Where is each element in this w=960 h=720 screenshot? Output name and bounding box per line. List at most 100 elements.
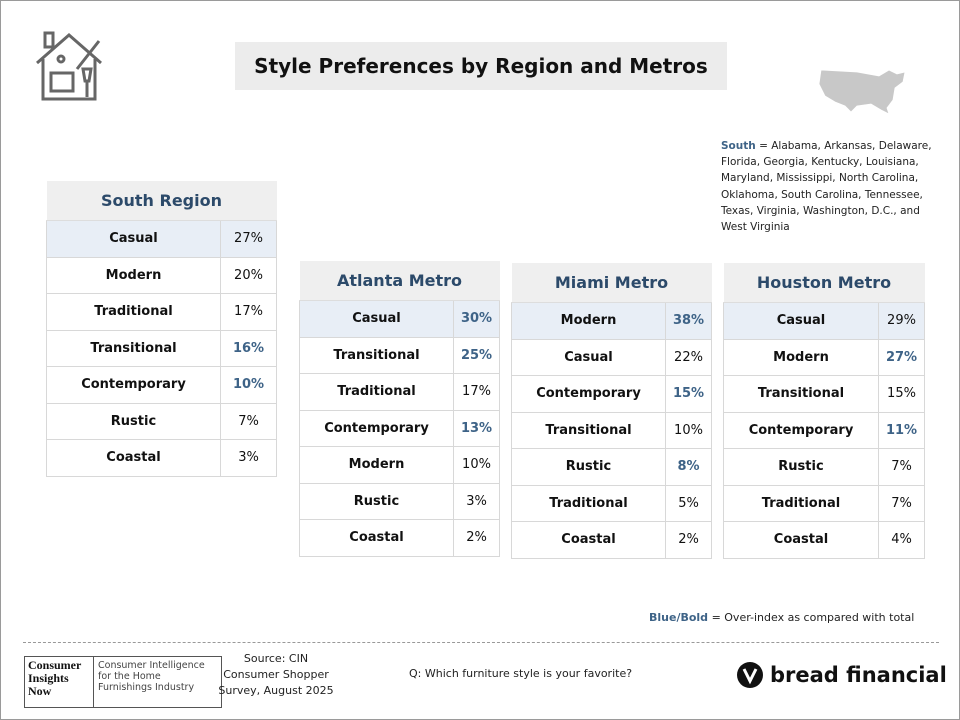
legend: Blue/Bold = Over-index as compared with … [649, 611, 914, 624]
region-note: South = Alabama, Arkansas, Delaware, Flo… [721, 138, 939, 235]
table-row: Modern 10% [299, 446, 500, 484]
table-title: Miami Metro [511, 263, 712, 303]
table-row: Traditional 17% [299, 373, 500, 411]
table-row: Casual 22% [511, 338, 712, 376]
table-title: South Region [46, 181, 277, 221]
style-share: 27% [878, 338, 925, 376]
style-name: Transitional [299, 336, 454, 374]
style-name: Contemporary [46, 366, 221, 404]
style-name: Modern [299, 446, 454, 484]
style-share: 7% [878, 448, 925, 486]
table-row: Rustic 7% [723, 448, 925, 486]
style-share: 30% [453, 300, 500, 338]
style-name: Contemporary [723, 411, 879, 449]
table-row: Transitional 15% [723, 375, 925, 413]
table-row: Modern 27% [723, 338, 925, 376]
source-line: Survey, August 2025 [218, 684, 334, 697]
style-name: Traditional [299, 373, 454, 411]
table-title: Houston Metro [723, 263, 925, 303]
table-row: Transitional 16% [46, 329, 277, 367]
note-term: South [721, 140, 756, 152]
divider [23, 642, 939, 643]
brand-mark [737, 662, 763, 688]
style-share: 13% [453, 409, 500, 447]
style-share: 15% [878, 375, 925, 413]
cin-tagline: Consumer Intelligence for the Home Furni… [93, 657, 221, 707]
table-row: Transitional 10% [511, 411, 712, 449]
style-share: 25% [453, 336, 500, 374]
style-share: 11% [878, 411, 925, 449]
style-share: 4% [878, 521, 925, 559]
style-table: Atlanta Metro Casual 30% Transitional 25% Tra… [299, 261, 500, 557]
style-share: 17% [453, 373, 500, 411]
table-row: Traditional 7% [723, 484, 925, 522]
table-row: Rustic 7% [46, 402, 277, 440]
style-share: 3% [220, 439, 277, 477]
style-name: Casual [299, 300, 454, 338]
style-share: 15% [665, 375, 712, 413]
style-share: 5% [665, 484, 712, 522]
table-row: Casual 29% [723, 302, 925, 340]
table-row: Rustic 8% [511, 448, 712, 486]
cin-logo: Consumer Insights Now Consumer Intelligen… [24, 656, 222, 708]
style-name: Modern [511, 302, 666, 340]
header-row: Miami Metro [511, 263, 712, 303]
style-name: Casual [723, 302, 879, 340]
style-share: 20% [220, 256, 277, 294]
table-row: Casual 27% [46, 220, 277, 258]
style-share: 22% [665, 338, 712, 376]
table-row: Coastal 4% [723, 521, 925, 559]
style-share: 7% [220, 402, 277, 440]
style-share: 10% [665, 411, 712, 449]
table-row: Coastal 2% [511, 521, 712, 559]
style-name: Contemporary [511, 375, 666, 413]
table-row: Coastal 3% [46, 439, 277, 477]
legend-term: Blue/Bold [649, 611, 709, 624]
table-row: Modern 38% [511, 302, 712, 340]
table-row: Contemporary 15% [511, 375, 712, 413]
us-map [818, 69, 906, 115]
source-line: Source: CIN [243, 652, 309, 665]
source-line: Consumer Shopper [223, 668, 329, 681]
style-name: Traditional [723, 484, 879, 522]
style-share: 38% [665, 302, 712, 340]
style-share: 29% [878, 302, 925, 340]
style-name: Transitional [511, 411, 666, 449]
style-share: 3% [453, 482, 500, 520]
question: Q: Which furniture style is your favorit… [409, 667, 633, 680]
style-share: 2% [665, 521, 712, 559]
table-row: Rustic 3% [299, 482, 500, 520]
source: Source: CIN Consumer Shopper Survey, Augus… [211, 651, 341, 699]
style-name: Transitional [46, 329, 221, 367]
style-table: Miami Metro Modern 38% Casual 22% Contemporar… [511, 263, 712, 559]
table-row: Traditional 5% [511, 484, 712, 522]
style-name: Coastal [299, 519, 454, 557]
brand-logo: bread financial [736, 661, 947, 689]
brand-name: bread financial [770, 663, 947, 687]
style-name: Transitional [723, 375, 879, 413]
style-name: Modern [723, 338, 879, 376]
title: Style Preferences by Region and Metros [235, 42, 727, 90]
style-table: South Region Casual 27% Modern 20% Traditiona… [46, 181, 277, 477]
style-name: Rustic [46, 402, 221, 440]
style-name: Modern [46, 256, 221, 294]
table-title: Atlanta Metro [299, 261, 500, 301]
style-name: Casual [46, 220, 221, 258]
style-name: Casual [511, 338, 666, 376]
style-name: Rustic [723, 448, 879, 486]
style-share: 27% [220, 220, 277, 258]
note-text: = Alabama, Arkansas, Delaware, Florida, … [721, 140, 932, 234]
header-row: South Region [46, 181, 277, 221]
style-share: 16% [220, 329, 277, 367]
style-name: Traditional [511, 484, 666, 522]
table-row: Modern 20% [46, 256, 277, 294]
header-row: Atlanta Metro [299, 261, 500, 301]
style-share: 10% [453, 446, 500, 484]
style-name: Coastal [511, 521, 666, 559]
style-table: Houston Metro Casual 29% Modern 27% Transitio… [723, 263, 925, 559]
header-row: Houston Metro [723, 263, 925, 303]
style-name: Rustic [299, 482, 454, 520]
table-row: Contemporary 10% [46, 366, 277, 404]
style-share: 17% [220, 293, 277, 331]
